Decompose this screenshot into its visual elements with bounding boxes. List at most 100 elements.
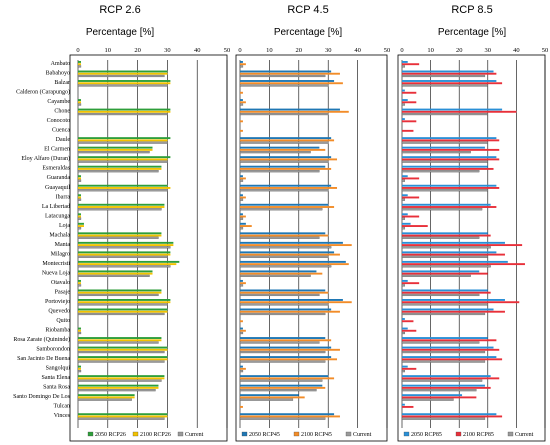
bar [78, 308, 168, 311]
bar [240, 72, 340, 75]
legend-swatch [403, 431, 410, 437]
bar [240, 413, 335, 416]
bar [401, 208, 483, 211]
bar [240, 394, 299, 397]
tick-label: 50 [542, 47, 549, 54]
bar [401, 360, 486, 363]
tick-label: 10 [266, 47, 273, 54]
bar [240, 299, 343, 301]
bar [77, 84, 168, 87]
bar [240, 289, 326, 292]
tick-label: 20 [456, 47, 463, 54]
bar [78, 139, 168, 142]
bar [78, 184, 168, 187]
bar [78, 215, 81, 218]
legend-swatch [293, 431, 300, 437]
bar [402, 118, 405, 121]
bar [402, 358, 503, 361]
bar [402, 196, 420, 199]
bar [402, 110, 517, 113]
bar [240, 158, 338, 161]
bar [78, 346, 168, 349]
bar [240, 270, 317, 273]
bar [240, 308, 332, 311]
category-label: Eloy Alfaro (Duran) [21, 155, 70, 162]
legend-label: 2050 RCP85 [411, 432, 442, 438]
bar [401, 265, 491, 268]
bar [78, 137, 171, 140]
bar [402, 61, 408, 63]
bar [401, 103, 406, 106]
bar [77, 179, 82, 182]
bar [240, 206, 335, 208]
bar [402, 91, 417, 94]
bar [78, 110, 171, 113]
bar [77, 103, 82, 106]
bar [240, 110, 349, 113]
bar [401, 160, 488, 163]
bar [240, 329, 246, 332]
axis-title: Percentage [%] [438, 27, 507, 38]
bar [402, 146, 485, 149]
bar [240, 260, 346, 263]
bar [402, 167, 494, 170]
bar [401, 112, 488, 116]
bar [402, 63, 420, 66]
bar [401, 170, 480, 173]
bar [401, 284, 406, 287]
bar [402, 101, 417, 104]
bar [402, 203, 491, 206]
bar [402, 244, 523, 247]
bar [240, 384, 323, 387]
bar [240, 184, 332, 187]
bar [240, 139, 335, 142]
legend-swatch [455, 431, 462, 437]
bar [78, 158, 168, 161]
tick-label: 0 [76, 47, 79, 54]
bar [78, 413, 168, 416]
category-label: Calderon (Carapungo) [16, 89, 70, 96]
tick-label: 0 [238, 47, 241, 54]
bar [402, 158, 500, 161]
bar [239, 350, 326, 354]
bar [239, 303, 329, 306]
bar [401, 255, 488, 258]
legend-label: 2100 RCP85 [463, 432, 494, 438]
tick-label: 50 [224, 47, 231, 54]
bar [402, 80, 497, 82]
bar [78, 253, 171, 256]
bar [78, 327, 81, 330]
bar [402, 310, 505, 313]
bar [240, 177, 246, 180]
bar [402, 291, 491, 294]
bar [77, 74, 165, 78]
bar [402, 365, 408, 368]
category-label: Pasaje [55, 289, 71, 295]
category-label: Vinces [54, 413, 71, 419]
legend-swatch [87, 431, 94, 437]
bar [402, 394, 463, 397]
bar [239, 331, 244, 335]
bar [240, 225, 252, 227]
tick-label: 20 [134, 47, 141, 54]
bar [402, 301, 520, 304]
bar [402, 129, 414, 132]
category-label: Portoviejo [45, 299, 70, 305]
bar [78, 241, 174, 244]
category-label: Riobamba [45, 328, 70, 334]
legend-swatch [177, 431, 184, 437]
bar [401, 179, 406, 182]
bar [240, 244, 352, 247]
bar [239, 360, 326, 363]
panel-title: RCP 8.5 [451, 4, 492, 16]
bar [402, 308, 494, 311]
bar [402, 346, 494, 349]
category-label: Montecristi [42, 261, 70, 267]
bar [240, 337, 326, 339]
bar [240, 348, 340, 351]
category-label: Tulcan [54, 404, 70, 410]
bar [77, 236, 159, 239]
tick-label: 40 [513, 47, 520, 54]
bar [78, 310, 168, 313]
panel-title: RCP 4.5 [287, 4, 328, 16]
